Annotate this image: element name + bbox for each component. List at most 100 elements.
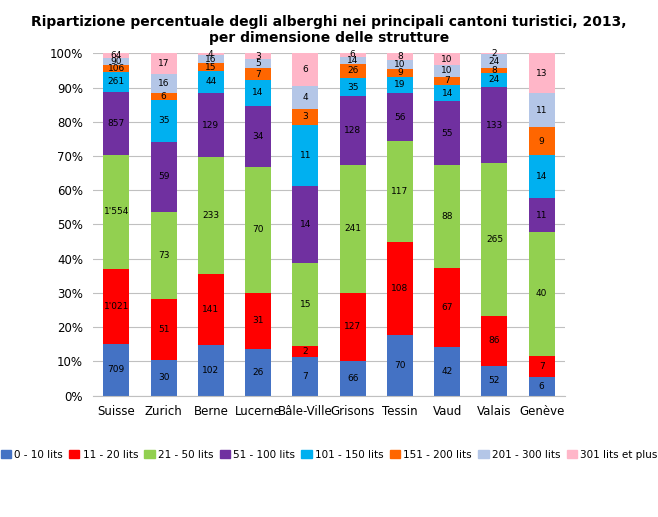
Text: 35: 35 [158, 116, 169, 125]
Bar [340, 164, 366, 293]
Bar [387, 60, 413, 69]
Bar [528, 377, 555, 396]
Bar [292, 357, 318, 396]
Text: 233: 233 [202, 211, 219, 220]
Text: 6: 6 [161, 92, 166, 101]
Text: 117: 117 [392, 187, 409, 196]
Bar [198, 157, 224, 274]
Text: 86: 86 [489, 337, 500, 345]
Text: 10: 10 [442, 66, 453, 75]
Text: 7: 7 [539, 362, 545, 371]
Bar [528, 155, 555, 199]
Bar [387, 53, 413, 60]
Bar [245, 59, 271, 68]
Bar [482, 366, 507, 396]
Text: 66: 66 [347, 374, 359, 383]
Bar [292, 263, 318, 346]
Text: 106: 106 [108, 64, 125, 73]
Text: 241: 241 [344, 224, 361, 233]
Bar [151, 142, 176, 212]
Bar [292, 346, 318, 357]
Bar [103, 92, 130, 155]
Bar [434, 346, 460, 396]
Bar [434, 165, 460, 268]
Text: 265: 265 [486, 235, 503, 244]
Bar [245, 293, 271, 349]
Legend: 0 - 10 lits, 11 - 20 lits, 21 - 50 lits, 51 - 100 lits, 101 - 150 lits, 151 - 20: 0 - 10 lits, 11 - 20 lits, 21 - 50 lits,… [0, 446, 658, 464]
Text: 52: 52 [489, 376, 500, 385]
Text: 30: 30 [158, 373, 169, 382]
Bar [387, 336, 413, 396]
Text: 31: 31 [253, 316, 264, 325]
Text: 15: 15 [299, 300, 311, 309]
Text: 70: 70 [394, 361, 405, 370]
Text: 857: 857 [108, 118, 125, 128]
Text: 2: 2 [492, 50, 497, 58]
Bar [245, 167, 271, 293]
Text: 42: 42 [442, 367, 453, 376]
Bar [434, 85, 460, 101]
Bar [292, 186, 318, 263]
Bar [103, 58, 130, 65]
Text: 55: 55 [442, 129, 453, 138]
Text: 102: 102 [202, 366, 219, 375]
Text: 128: 128 [344, 126, 361, 135]
Text: 15: 15 [205, 63, 216, 71]
Text: 16: 16 [158, 79, 169, 88]
Bar [245, 105, 271, 167]
Bar [103, 72, 130, 92]
Bar [245, 349, 271, 396]
Text: 70: 70 [253, 225, 264, 234]
Text: 709: 709 [108, 365, 125, 374]
Bar [292, 125, 318, 186]
Bar [292, 53, 318, 86]
Bar [482, 54, 507, 68]
Bar [245, 68, 271, 80]
Bar [528, 94, 555, 127]
Bar [292, 86, 318, 109]
Bar [482, 316, 507, 366]
Bar [245, 80, 271, 105]
Bar [482, 87, 507, 163]
Bar [340, 97, 366, 164]
Text: 14: 14 [253, 88, 264, 98]
Bar [198, 53, 224, 55]
Text: 11: 11 [536, 211, 547, 220]
Text: 4: 4 [208, 50, 214, 59]
Bar [482, 163, 507, 316]
Text: 35: 35 [347, 83, 359, 92]
Bar [340, 360, 366, 396]
Bar [434, 77, 460, 85]
Text: 14: 14 [347, 56, 359, 65]
Bar [151, 100, 176, 142]
Bar [340, 56, 366, 64]
Text: 6: 6 [539, 382, 545, 391]
Bar [387, 141, 413, 242]
Bar [340, 53, 366, 56]
Bar [198, 93, 224, 157]
Bar [340, 293, 366, 360]
Bar [434, 101, 460, 165]
Bar [245, 53, 271, 59]
Bar [292, 109, 318, 125]
Text: 26: 26 [347, 66, 359, 75]
Text: 11: 11 [536, 106, 547, 115]
Text: 10: 10 [394, 60, 405, 69]
Text: 133: 133 [486, 120, 503, 130]
Bar [151, 73, 176, 93]
Text: 9: 9 [397, 68, 403, 77]
Bar [528, 232, 555, 356]
Text: 24: 24 [489, 57, 500, 66]
Bar [103, 344, 130, 396]
Bar [387, 77, 413, 93]
Text: 7: 7 [303, 372, 308, 381]
Text: 6: 6 [350, 51, 355, 59]
Bar [198, 274, 224, 345]
Bar [151, 212, 176, 299]
Text: 1'554: 1'554 [103, 207, 129, 216]
Text: 90: 90 [111, 57, 122, 66]
Bar [198, 345, 224, 396]
Bar [340, 64, 366, 78]
Bar [198, 71, 224, 93]
Text: 7: 7 [444, 77, 450, 85]
